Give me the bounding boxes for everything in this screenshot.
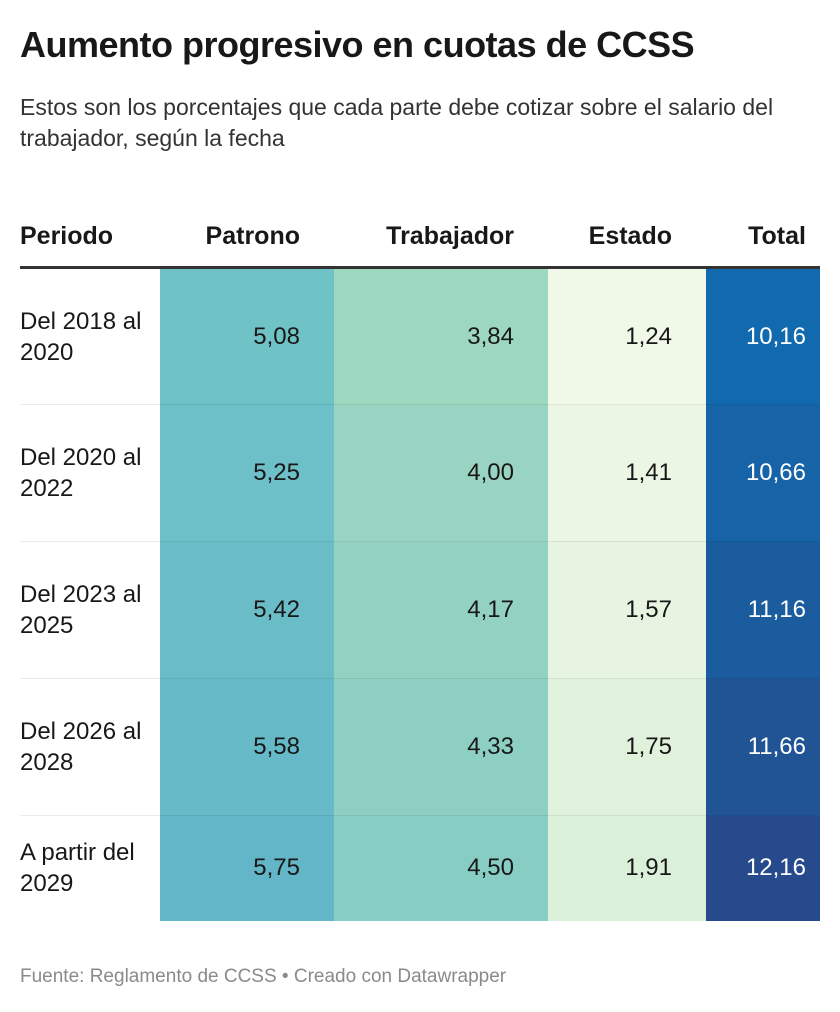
cell-total: 11,16: [706, 541, 820, 679]
cell-estado: 1,57: [548, 541, 706, 679]
cell-patrono: 5,25: [160, 404, 334, 542]
chart-title: Aumento progresivo en cuotas de CCSS: [20, 24, 695, 65]
cell-trabajador: 4,50: [334, 815, 548, 921]
table-row: Del 2026 al 2028 5,58 4,33 1,75 11,66: [20, 678, 820, 816]
column-header-total[interactable]: Total: [706, 206, 820, 269]
cell-total: 10,66: [706, 404, 820, 542]
cell-periodo: Del 2018 al 2020: [20, 267, 160, 405]
cell-estado: 1,75: [548, 678, 706, 816]
cell-trabajador: 4,17: [334, 541, 548, 679]
cell-estado: 1,24: [548, 267, 706, 405]
column-header-patrono[interactable]: Patrono: [160, 206, 334, 269]
cell-patrono: 5,58: [160, 678, 334, 816]
cell-patrono: 5,75: [160, 815, 334, 921]
cell-periodo: A partir del 2029: [20, 815, 160, 921]
cell-estado: 1,91: [548, 815, 706, 921]
table-row: A partir del 2029 5,75 4,50 1,91 12,16: [20, 815, 820, 921]
table-header-row: Periodo Patrono Trabajador Estado Total: [20, 206, 820, 269]
cell-periodo: Del 2020 al 2022: [20, 404, 160, 542]
chart-subtitle: Estos son los porcentajes que cada parte…: [20, 94, 774, 151]
table-row: Del 2018 al 2020 5,08 3,84 1,24 10,16: [20, 267, 820, 405]
cell-estado: 1,41: [548, 404, 706, 542]
cell-patrono: 5,42: [160, 541, 334, 679]
cell-trabajador: 4,00: [334, 404, 548, 542]
cell-patrono: 5,08: [160, 267, 334, 405]
column-header-estado[interactable]: Estado: [548, 206, 706, 269]
data-table: Periodo Patrono Trabajador Estado Total …: [20, 206, 820, 921]
cell-total: 11,66: [706, 678, 820, 816]
cell-periodo: Del 2026 al 2028: [20, 678, 160, 816]
source-footer: Fuente: Reglamento de CCSS • Creado con …: [20, 966, 507, 987]
cell-total: 10,16: [706, 267, 820, 405]
table-row: Del 2020 al 2022 5,25 4,00 1,41 10,66: [20, 404, 820, 542]
column-header-trabajador[interactable]: Trabajador: [334, 206, 548, 269]
column-header-periodo[interactable]: Periodo: [20, 206, 160, 269]
cell-periodo: Del 2023 al 2025: [20, 541, 160, 679]
cell-trabajador: 4,33: [334, 678, 548, 816]
table-row: Del 2023 al 2025 5,42 4,17 1,57 11,16: [20, 541, 820, 679]
cell-total: 12,16: [706, 815, 820, 921]
cell-trabajador: 3,84: [334, 267, 548, 405]
